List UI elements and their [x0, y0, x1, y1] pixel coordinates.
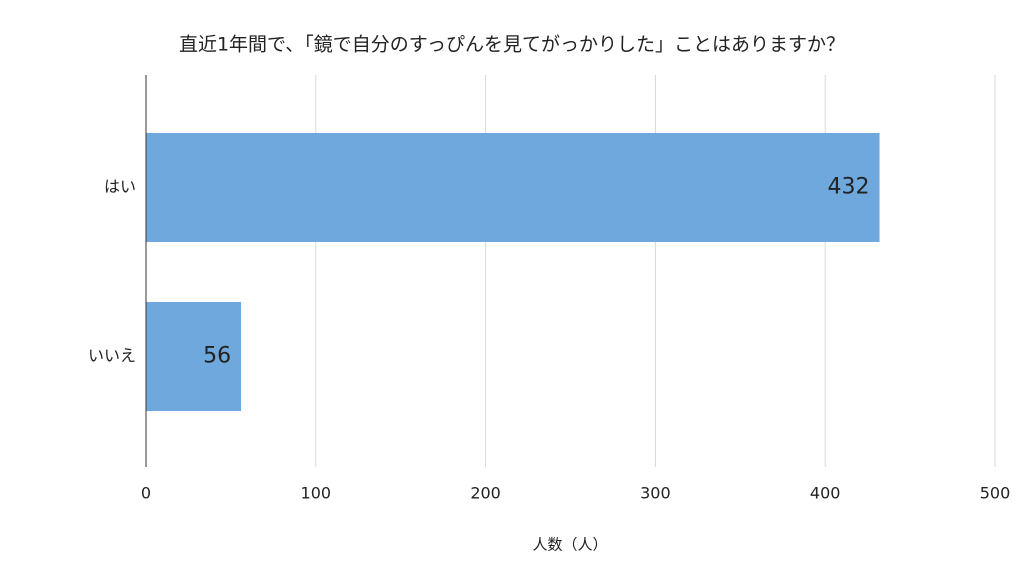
bar — [146, 133, 880, 242]
x-tick-label: 500 — [980, 484, 1011, 503]
x-tick-label: 0 — [141, 484, 151, 503]
x-tick-label: 400 — [810, 484, 841, 503]
y-tick-label: はい — [104, 177, 136, 196]
x-tick-label: 100 — [301, 484, 332, 503]
data-label: 56 — [203, 344, 231, 369]
x-tick-label: 200 — [470, 484, 501, 503]
x-axis-label: 人数（人） — [532, 536, 607, 554]
x-tick-label: 300 — [640, 484, 671, 503]
data-label: 432 — [828, 175, 870, 200]
bar — [146, 302, 242, 411]
y-tick-label: いいえ — [88, 346, 136, 365]
chart-title: 直近1年間で、「鏡で自分のすっぴんを見てがっかりした」ことはありますか？ — [179, 34, 845, 56]
